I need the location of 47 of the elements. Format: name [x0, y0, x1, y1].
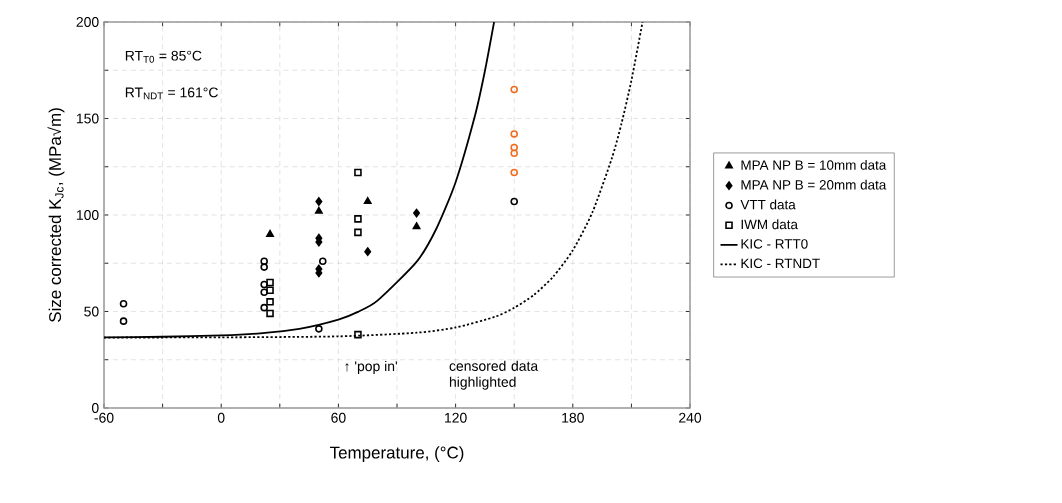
annotation: RT$_{NDT}$ = 161°C: [125, 87, 218, 100]
y-tick-label: 0: [91, 403, 99, 413]
x-axis-title: Temperature, (°C): [330, 446, 464, 462]
annotation: RT$_{T0}$ = 85°C: [125, 50, 202, 63]
point: [266, 229, 274, 237]
point: [510, 85, 518, 94]
point: [510, 130, 518, 138]
legend-label: KIC - RTNDT: [741, 258, 820, 269]
point: [119, 317, 128, 325]
point: [510, 197, 518, 206]
point: [510, 143, 518, 152]
point: [266, 309, 274, 318]
x-tick-label: -60: [94, 412, 114, 423]
legend-label: MPA NP B = 10mm data: [741, 159, 887, 170]
x-tick-label: 0: [217, 412, 225, 423]
point: [364, 247, 372, 257]
point: [354, 168, 362, 177]
point: [354, 215, 362, 223]
point: [412, 222, 421, 230]
point: [315, 325, 323, 333]
annotation: ↑ 'pop in': [345, 360, 397, 374]
point: [260, 257, 268, 266]
y-tick-label: 150: [76, 113, 99, 124]
annotation: censored data highlighted: [449, 360, 539, 390]
point: [510, 149, 518, 158]
legend-label: VTT data: [740, 199, 796, 210]
x-tick-label: 60: [331, 412, 346, 423]
legend-label: KIC - RTT0: [741, 239, 808, 249]
point: [318, 257, 327, 266]
point: [314, 206, 323, 214]
point: [363, 197, 372, 205]
legend-label: MPA NP B = 20mm data: [741, 179, 887, 190]
point: [413, 208, 421, 218]
point: [119, 299, 128, 308]
point: [510, 168, 518, 177]
x-tick-label: 180: [562, 412, 584, 423]
point: [315, 197, 323, 206]
y-tick-label: 200: [76, 17, 99, 27]
x-tick-label: 120: [445, 412, 467, 423]
y-tick-label: 50: [84, 306, 99, 317]
y-tick-label: 100: [76, 210, 99, 220]
point: [260, 263, 268, 271]
point: [354, 330, 362, 339]
point: [354, 228, 362, 237]
x-tick-label: 240: [679, 412, 702, 423]
legend-label: IWM data: [741, 219, 798, 230]
y-axis-title: Size corrected K$_{Jc}$, (MPa√m): [47, 108, 65, 322]
